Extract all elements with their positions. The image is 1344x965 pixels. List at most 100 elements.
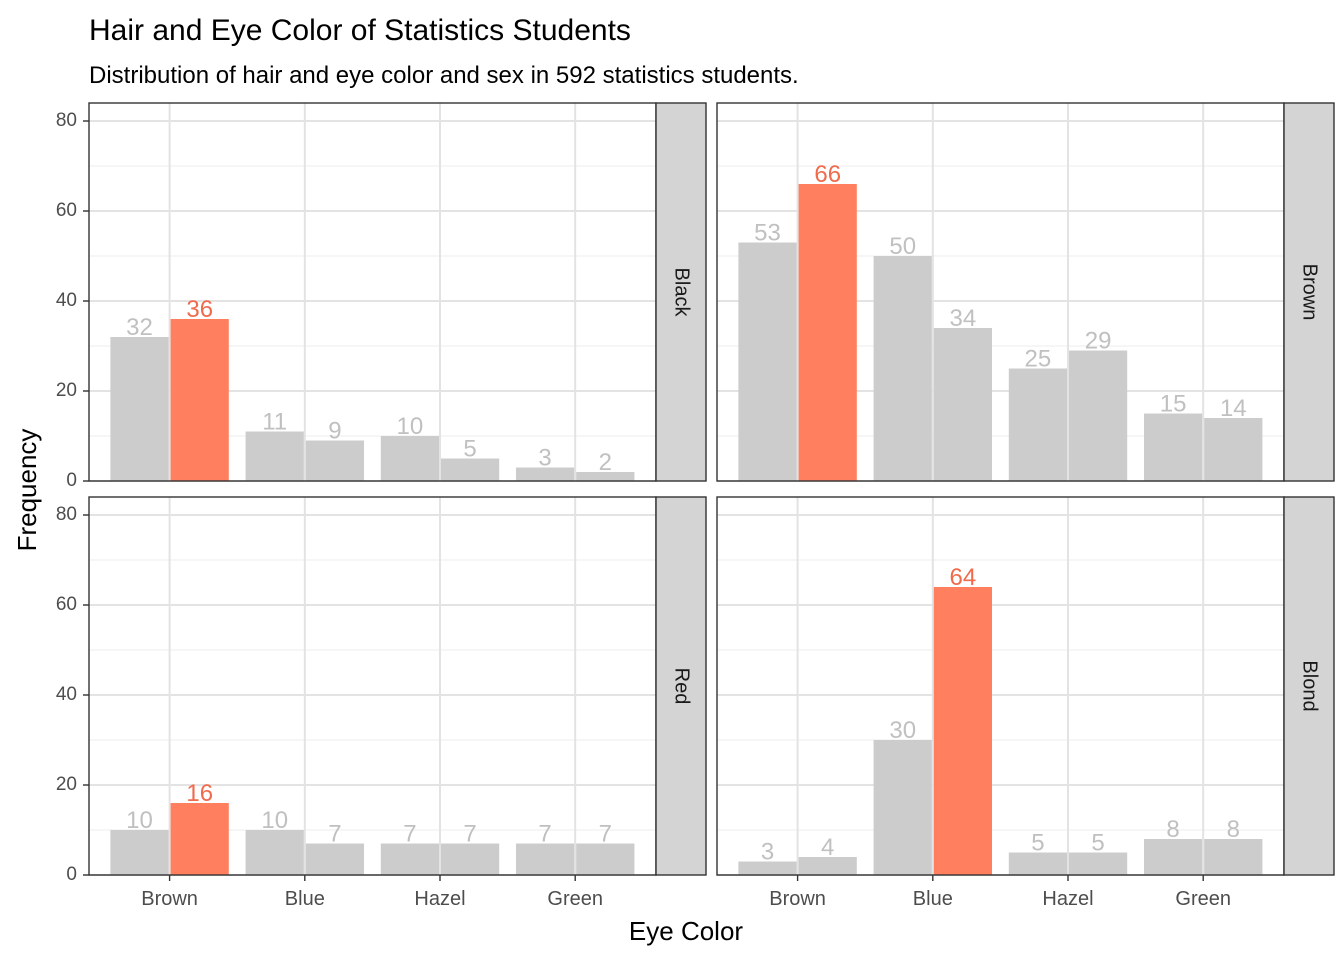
data-label: 30 — [889, 717, 916, 744]
data-label: 7 — [599, 821, 612, 848]
data-label: 25 — [1025, 346, 1052, 373]
chart-title: Hair and Eye Color of Statistics Student… — [89, 14, 631, 47]
x-tick-label: Blue — [285, 888, 325, 910]
x-tick-label: Green — [547, 888, 603, 910]
data-label: 29 — [1085, 328, 1112, 355]
data-label: 8 — [1166, 816, 1179, 843]
facet-strip-label: Red — [671, 668, 693, 705]
bar-brown-blue-1 — [873, 256, 932, 481]
data-label: 5 — [1091, 830, 1104, 857]
bar-blond-blue-2 — [933, 587, 992, 875]
bar-red-blue-1 — [245, 830, 304, 875]
facet-panel-brown: 53 66 50 34 25 29 15 14 Brown — [716, 102, 1335, 482]
bar-brown-hazel-1 — [1008, 368, 1067, 481]
y-tick-label: 60 — [56, 200, 77, 221]
bar-brown-green-2 — [1204, 418, 1263, 481]
bar-blond-brown-2 — [798, 857, 857, 875]
y-tick-label: 40 — [56, 684, 77, 705]
bar-black-brown-2 — [170, 319, 229, 481]
bar-brown-brown-1 — [738, 242, 797, 481]
facet-strip-red — [655, 496, 707, 876]
bar-black-blue-2 — [305, 440, 364, 481]
facet-strip-blond — [1283, 496, 1335, 876]
bar-red-green-1 — [516, 843, 575, 875]
bar-red-brown-1 — [110, 830, 169, 875]
data-label: 66 — [814, 161, 841, 188]
x-tick-label: Hazel — [414, 888, 465, 910]
facet-strip-label: Blond — [1299, 660, 1321, 711]
facet-panel-blond: 3 4 30 64 5 5 8 8 Blond Brown Blue Hazel Green — [716, 496, 1335, 910]
x-tick-label: Hazel — [1042, 888, 1093, 910]
data-label: 9 — [328, 418, 341, 445]
data-label: 5 — [463, 436, 476, 463]
chart-subtitle: Distribution of hair and eye color and s… — [89, 62, 799, 89]
y-tick-label: 20 — [56, 774, 77, 795]
data-label: 3 — [538, 445, 551, 472]
bar-red-blue-2 — [305, 843, 364, 875]
bar-black-brown-1 — [110, 337, 169, 481]
bar-blond-hazel-1 — [1008, 852, 1067, 875]
x-tick-label: Blue — [913, 888, 953, 910]
data-label: 11 — [262, 409, 287, 436]
data-label: 34 — [950, 305, 977, 332]
data-label: 7 — [328, 821, 341, 848]
facet-strip-label: Black — [671, 268, 693, 318]
y-tick-label: 60 — [56, 594, 77, 615]
y-axis-title: Frequency — [12, 429, 42, 552]
data-label: 50 — [889, 233, 916, 260]
data-label: 15 — [1160, 391, 1187, 418]
data-label: 16 — [186, 780, 213, 807]
bar-red-green-2 — [576, 843, 635, 875]
bar-black-green-1 — [516, 467, 575, 481]
bar-brown-brown-2 — [798, 184, 857, 481]
data-label: 5 — [1031, 830, 1044, 857]
facet-strip-black — [655, 102, 707, 482]
data-label: 14 — [1220, 395, 1247, 422]
bar-blond-hazel-2 — [1069, 852, 1128, 875]
data-label: 64 — [950, 564, 977, 591]
data-label: 7 — [538, 821, 551, 848]
data-label: 32 — [126, 314, 153, 341]
data-label: 10 — [261, 807, 288, 834]
bar-blond-green-2 — [1204, 839, 1263, 875]
facet-panel-red: 10 16 10 7 7 7 7 7 Red 0 20 40 60 80 Brown Blue Hazel Gre… — [56, 496, 707, 910]
bar-red-hazel-2 — [441, 843, 500, 875]
bar-red-brown-2 — [170, 803, 229, 875]
bar-brown-hazel-2 — [1069, 350, 1128, 481]
panel-background — [717, 497, 1284, 875]
data-label: 36 — [186, 296, 213, 323]
bar-red-hazel-1 — [380, 843, 439, 875]
data-label: 10 — [397, 413, 424, 440]
bar-brown-green-1 — [1144, 413, 1203, 481]
bar-blond-blue-1 — [873, 740, 932, 875]
bar-brown-blue-2 — [933, 328, 992, 481]
data-label: 8 — [1227, 816, 1240, 843]
bar-black-hazel-2 — [441, 458, 500, 481]
bar-black-green-2 — [576, 472, 635, 481]
x-tick-label: Green — [1175, 888, 1231, 910]
data-label: 4 — [821, 834, 834, 861]
y-tick-label: 20 — [56, 380, 77, 401]
y-tick-label: 80 — [56, 504, 77, 525]
bar-blond-green-1 — [1144, 839, 1203, 875]
y-tick-label: 0 — [66, 470, 77, 491]
data-label: 10 — [126, 807, 153, 834]
y-tick-label: 0 — [66, 864, 77, 885]
bar-black-hazel-1 — [380, 436, 439, 481]
data-label: 7 — [463, 821, 476, 848]
y-tick-label: 40 — [56, 290, 77, 311]
x-tick-label: Brown — [141, 888, 198, 910]
facet-strip-label: Brown — [1299, 264, 1321, 321]
data-label: 53 — [754, 220, 781, 247]
y-tick-label: 80 — [56, 110, 77, 131]
x-tick-label: Brown — [769, 888, 826, 910]
data-label: 7 — [403, 821, 416, 848]
x-axis-title: Eye Color — [629, 916, 743, 946]
facet-strip-brown — [1283, 102, 1335, 482]
bar-blond-brown-1 — [738, 861, 797, 875]
data-label: 3 — [761, 839, 774, 866]
